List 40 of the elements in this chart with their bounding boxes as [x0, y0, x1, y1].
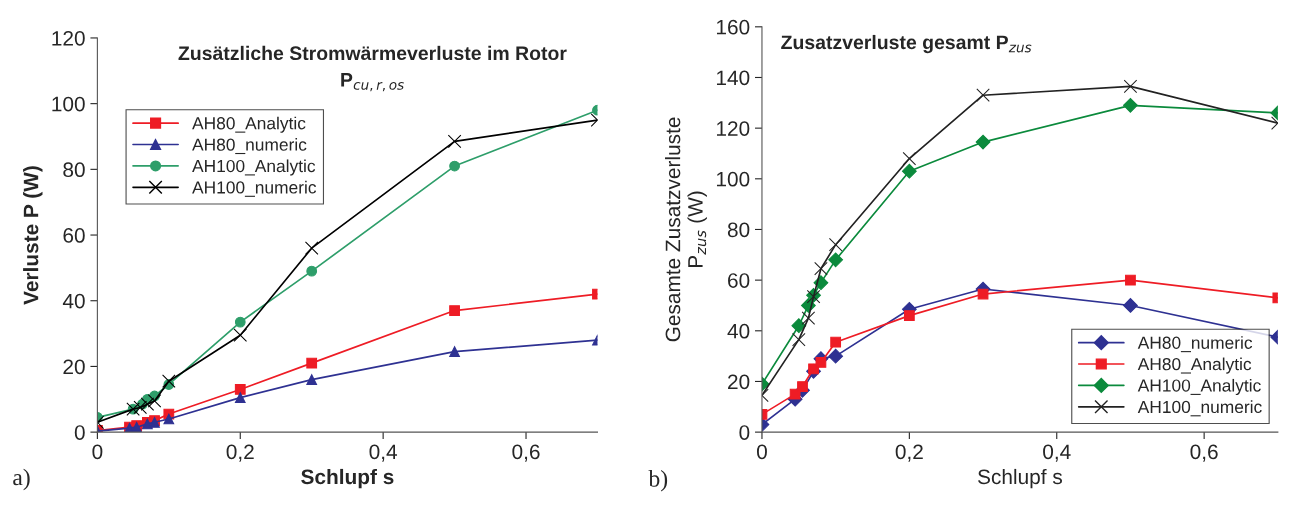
y-tick-label: 100: [52, 96, 85, 112]
legend-label: AH80_Analytic: [192, 116, 306, 133]
y-tick-label: 100: [716, 171, 750, 187]
y-tick-label: 160: [716, 19, 750, 35]
legend-label: AH100_numeric: [192, 180, 317, 197]
x-tick-label: 0,2: [895, 444, 923, 462]
legend-label: AH100_Analytic: [192, 159, 316, 176]
legend-label: AH80_numeric: [1137, 336, 1253, 353]
y-tick-label: 140: [716, 70, 750, 86]
y-tick-label: 60: [63, 228, 85, 243]
y-tick-label: 0: [74, 425, 85, 440]
chart-title: Zusatzverluste gesamt P$_{zus}$: [781, 34, 1032, 54]
legend-label: AH100_numeric: [1137, 400, 1262, 417]
x-tick-label: 0: [92, 444, 103, 460]
x-axis-title: Schlupf s: [301, 468, 394, 489]
y-tick-label: 80: [727, 222, 750, 238]
x-tick-label: 0,6: [1190, 444, 1218, 462]
text: b): [648, 470, 668, 492]
y-tick-label: 120: [716, 121, 750, 136]
y-tick-label: 120: [52, 30, 85, 46]
y-tick-label: 60: [728, 273, 750, 288]
y-tick-label: 20: [728, 374, 750, 390]
y-tick-label: 40: [62, 293, 85, 309]
legend-label: AH80_numeric: [192, 138, 307, 155]
y-tick-label: 0: [739, 425, 750, 440]
x-axis-title: Schlupf s: [978, 468, 1062, 489]
text: Zusätzliche Stromwärmeverluste im Rotor P$_{cu,r,os}$: [178, 45, 567, 92]
x-tick-label: 0,4: [369, 444, 398, 462]
x-tick-label: 0,6: [512, 444, 540, 462]
y-axis-title: Gesamte Zusatzverluste P$_{zus}$ (W): [665, 117, 707, 342]
x-tick-label: 0,2: [226, 444, 254, 462]
text: a): [13, 468, 30, 491]
legend-label: AH100_Analytic: [1137, 378, 1261, 396]
y-tick-label: 40: [727, 323, 750, 339]
x-tick-label: 0,4: [1043, 444, 1071, 462]
y-axis-title: Verluste P (W): [23, 166, 43, 305]
y-tick-label: 20: [63, 359, 85, 375]
legend-label: AH80_Analytic: [1137, 357, 1252, 374]
x-tick-label: 0: [756, 444, 767, 460]
y-tick-label: 80: [63, 162, 85, 178]
